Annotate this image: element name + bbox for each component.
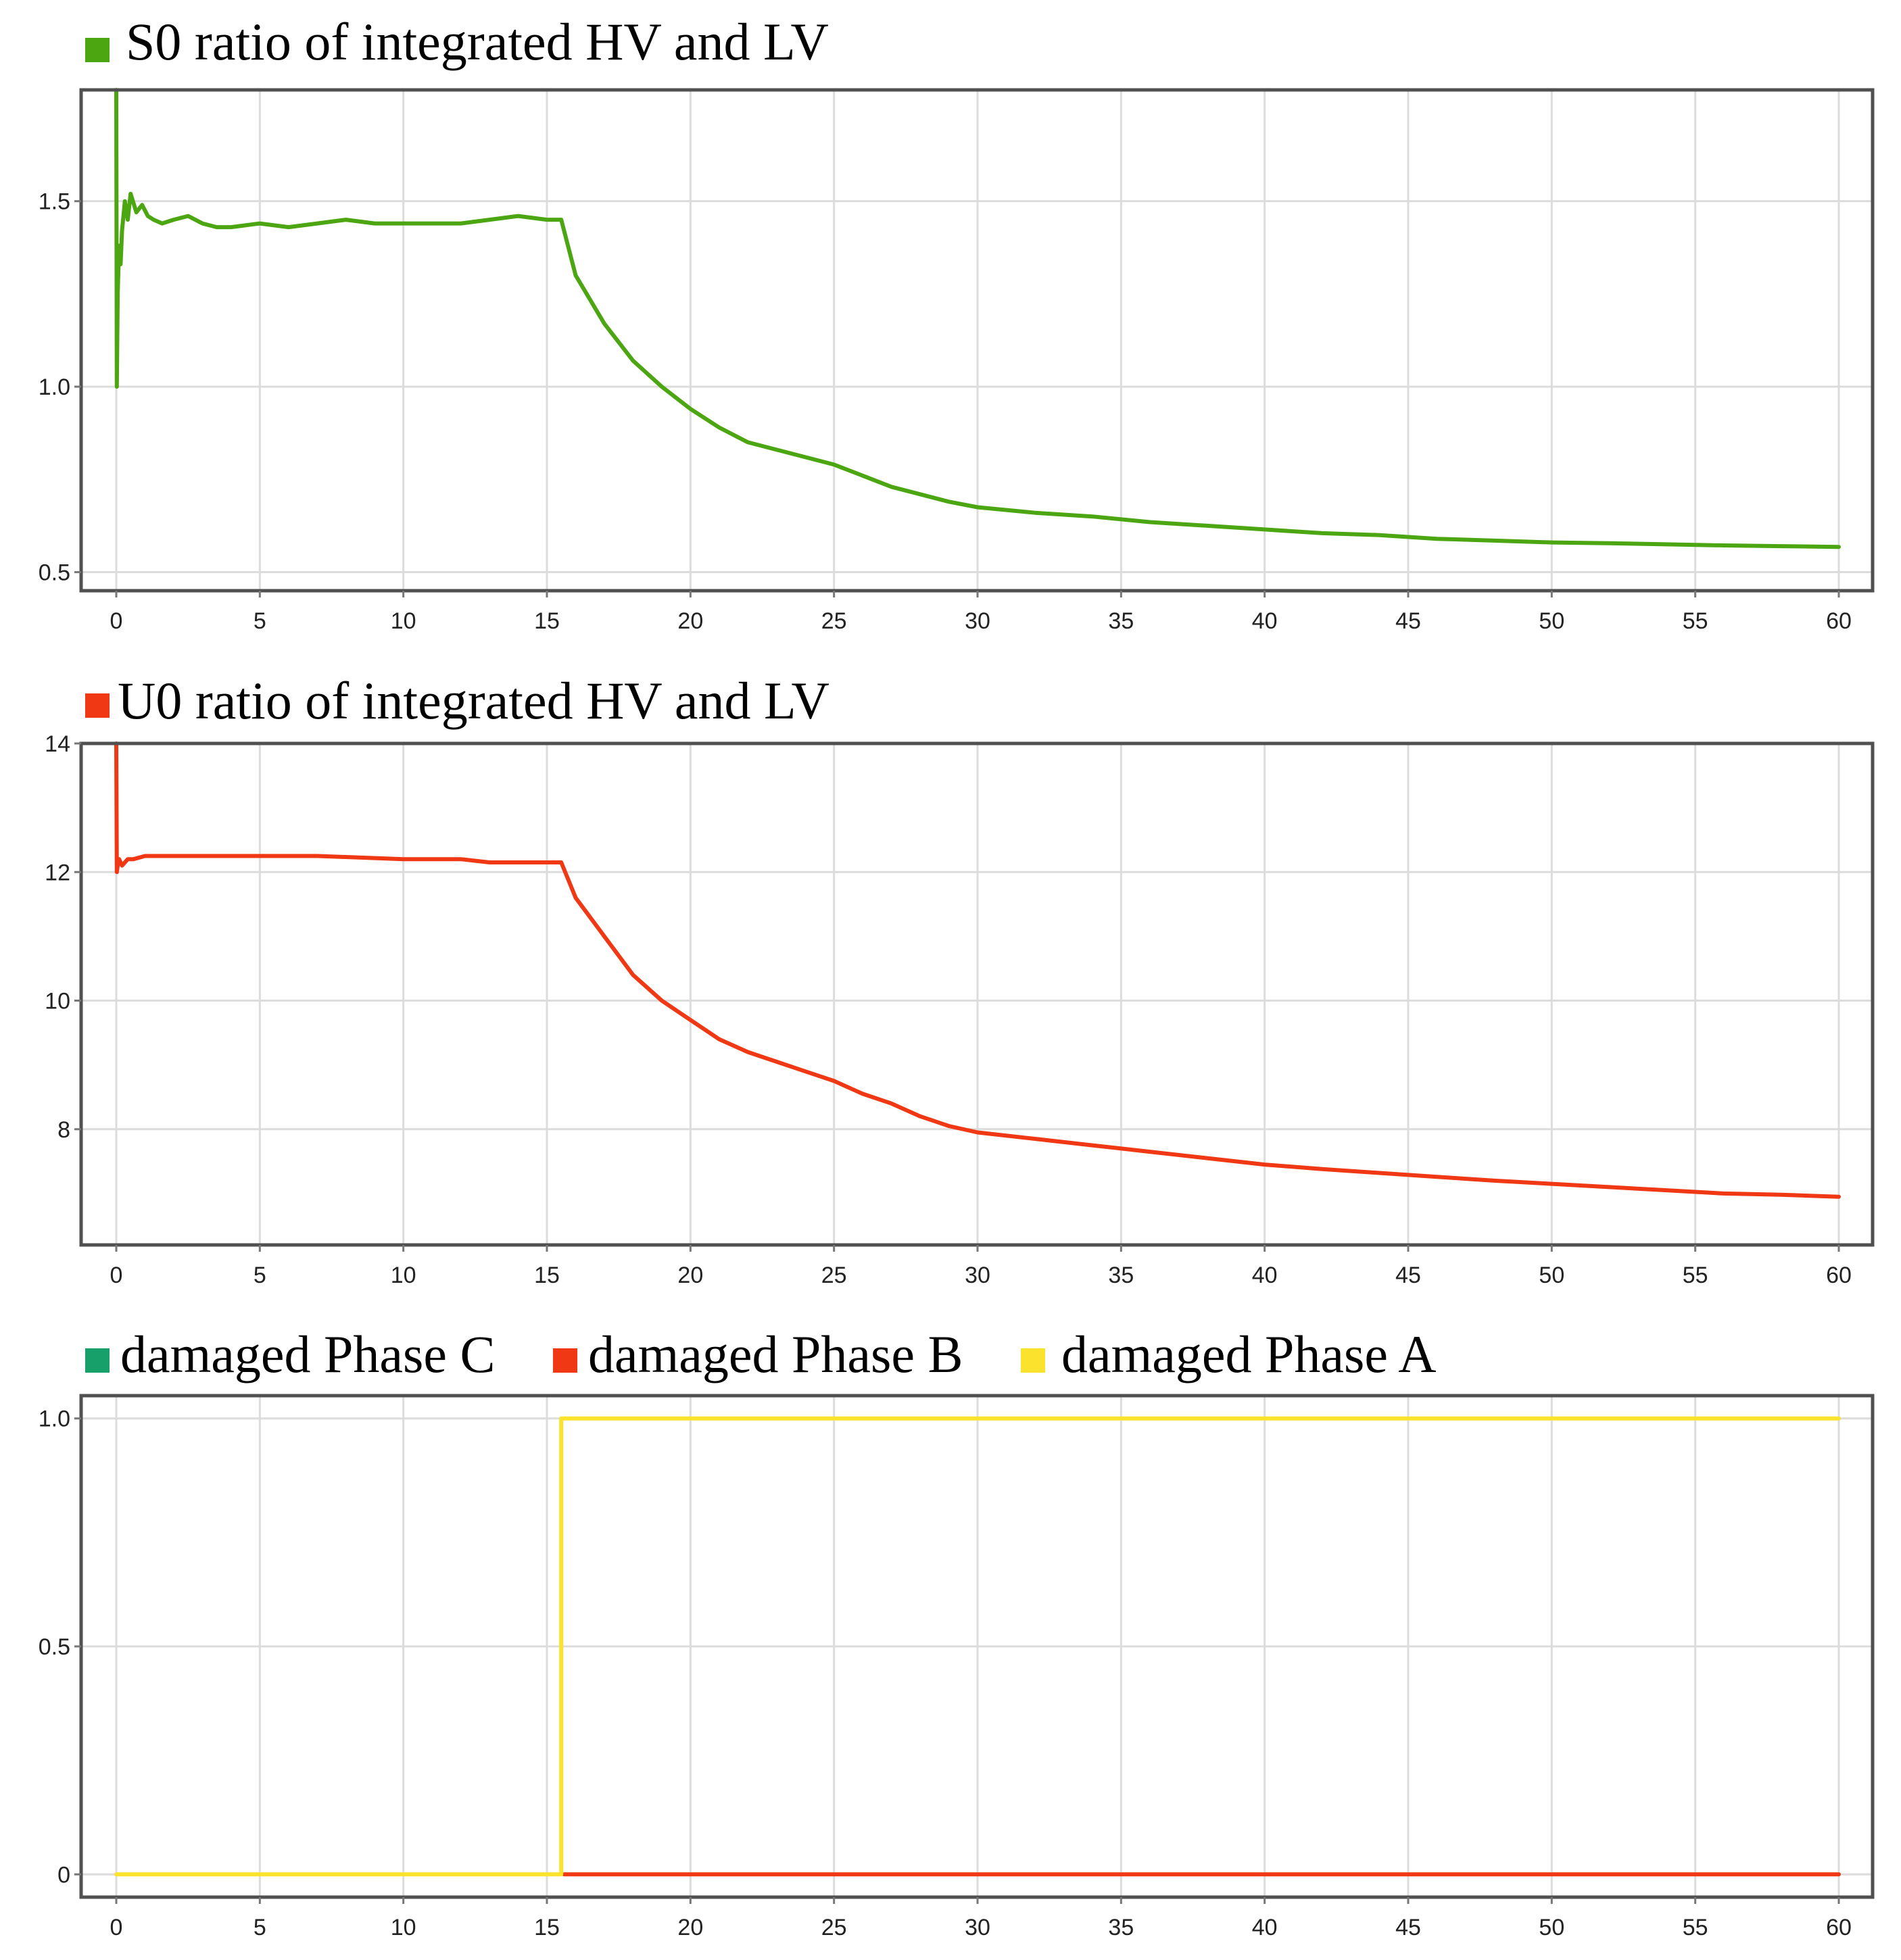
chart-panel-phases: damaged Phase C damaged Phase B damaged … [39,1325,1875,1940]
x-tick-label-0: 0 [110,608,123,634]
legend-u0: U0 ratio of integrated HV and LV [85,671,829,730]
y-tick-label-0: 8 [57,1117,70,1143]
x-tick-label-9: 45 [1395,1263,1421,1288]
x-tick-label-3: 15 [534,1263,560,1288]
series-line-u0-0 [114,741,1841,1199]
x-tick-label-4: 20 [677,1263,703,1288]
x-tick-label-0: 0 [110,1263,123,1288]
chart-panel-u0: U0 ratio of integrated HV and LV 0 5 10 15 2… [45,671,1875,1288]
legend-label-phase-c: damaged Phase C [120,1325,496,1383]
legend-label-s0: S0 ratio of integrated HV and LV [126,12,829,71]
x-tick-label-3: 15 [534,608,560,634]
legend-s0: S0 ratio of integrated HV and LV [85,12,829,71]
series-line-phases-2 [114,1416,1841,1877]
y-axis-s0: 0.5 1.0 1.5 [39,189,81,586]
x-axis-phases: 0 5 10 15 20 25 30 35 40 45 50 55 60 [110,1897,1852,1940]
legend-phases: damaged Phase C damaged Phase B damaged … [85,1325,1437,1383]
x-tick-label-5: 25 [821,1915,847,1940]
x-tick-label-1: 5 [254,1915,266,1940]
x-tick-label-6: 30 [965,608,990,634]
legend-swatch-s0 [85,38,110,62]
x-tick-label-4: 20 [677,608,703,634]
x-tick-label-8: 40 [1252,1263,1278,1288]
series-layer-u0 [114,741,1841,1199]
y-axis-phases: 0 0.5 1.0 [39,1406,81,1888]
x-tick-label-10: 50 [1539,1263,1564,1288]
legend-label-phase-b: damaged Phase B [588,1325,963,1383]
y-tick-label-0: 0.5 [39,560,70,586]
x-tick-label-4: 20 [677,1915,703,1940]
x-tick-label-8: 40 [1252,608,1278,634]
series-line-s0-0 [114,88,1841,549]
series-layer-s0 [114,88,1841,549]
y-tick-label-1: 1.0 [39,374,70,400]
y-tick-label-2: 1.5 [39,189,70,215]
x-tick-label-2: 10 [391,608,416,634]
x-tick-label-11: 55 [1683,1263,1708,1288]
x-tick-label-12: 60 [1826,1915,1852,1940]
x-tick-label-11: 55 [1683,608,1708,634]
x-tick-label-6: 30 [965,1263,990,1288]
chart-panel-s0: S0 ratio of integrated HV and LV 0 5 10 15 2… [39,12,1875,634]
y-axis-u0: 8 10 12 14 [45,731,81,1143]
x-tick-label-7: 35 [1108,608,1134,634]
grid-s0 [81,90,1873,591]
legend-swatch-u0 [85,693,110,718]
x-tick-label-0: 0 [110,1915,123,1940]
legend-swatch-phase-c [85,1348,110,1373]
x-tick-label-10: 50 [1539,608,1564,634]
x-tick-label-8: 40 [1252,1915,1278,1940]
x-tick-label-12: 60 [1826,1263,1852,1288]
x-tick-label-5: 25 [821,608,847,634]
y-tick-label-2: 12 [45,860,70,885]
legend-swatch-phase-a [1021,1348,1045,1373]
y-tick-label-1: 10 [45,989,70,1014]
x-tick-label-6: 30 [965,1915,990,1940]
legend-label-phase-a: damaged Phase A [1061,1325,1437,1383]
y-tick-label-2: 1.0 [39,1406,70,1432]
x-tick-label-2: 10 [391,1263,416,1288]
x-tick-label-12: 60 [1826,608,1852,634]
x-tick-label-3: 15 [534,1915,560,1940]
x-axis-s0: 0 5 10 15 20 25 30 35 40 45 50 55 60 [110,591,1852,634]
y-tick-label-1: 0.5 [39,1634,70,1660]
x-axis-u0: 0 5 10 15 20 25 30 35 40 45 50 55 60 [110,1245,1852,1288]
x-tick-label-7: 35 [1108,1263,1134,1288]
x-tick-label-11: 55 [1683,1915,1708,1940]
legend-swatch-phase-b [553,1348,577,1373]
x-tick-label-2: 10 [391,1915,416,1940]
series-layer-phases [114,1416,1841,1877]
legend-label-u0: U0 ratio of integrated HV and LV [118,671,829,730]
x-tick-label-5: 25 [821,1263,847,1288]
y-tick-label-0: 0 [57,1862,70,1888]
x-tick-label-1: 5 [254,608,266,634]
y-tick-label-3: 14 [45,731,70,757]
x-tick-label-1: 5 [254,1263,266,1288]
x-tick-label-9: 45 [1395,1915,1421,1940]
x-tick-label-9: 45 [1395,608,1421,634]
x-tick-label-10: 50 [1539,1915,1564,1940]
x-tick-label-7: 35 [1108,1915,1134,1940]
